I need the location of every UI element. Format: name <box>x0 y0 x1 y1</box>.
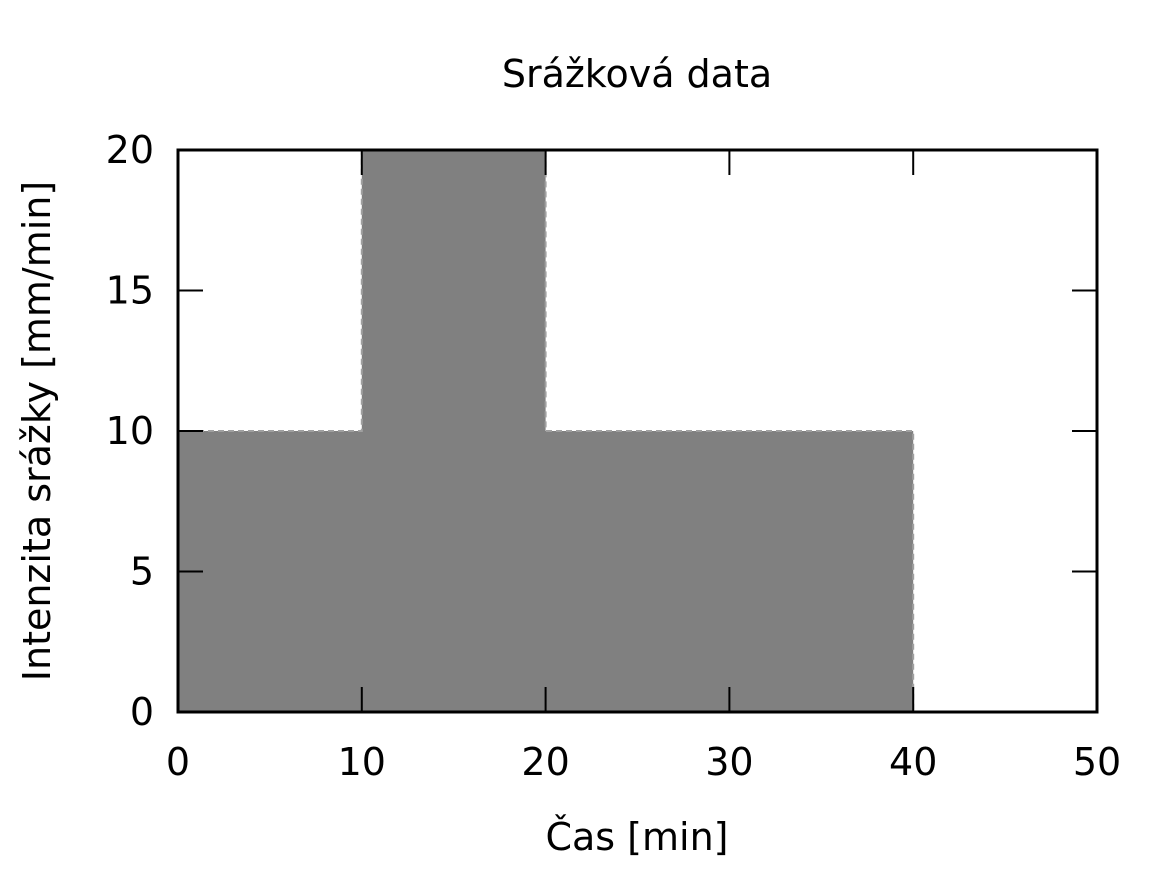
y-axis-label: Intenzita srážky [mm/min] <box>15 181 59 681</box>
x-tick-label: 30 <box>705 740 753 784</box>
y-tick-label: 0 <box>130 690 154 734</box>
x-tick-label: 40 <box>889 740 937 784</box>
y-tick-label: 20 <box>106 128 154 172</box>
x-tick-label: 20 <box>521 740 569 784</box>
x-tick-label: 10 <box>338 740 386 784</box>
y-tick-label: 15 <box>106 269 154 313</box>
y-axis-ticks: 0 5 10 15 20 <box>106 128 1097 734</box>
x-tick-label: 0 <box>166 740 190 784</box>
y-tick-label: 10 <box>106 409 154 453</box>
x-tick-label: 50 <box>1073 740 1121 784</box>
x-axis-label: Čas [min] <box>545 815 728 859</box>
y-tick-label: 5 <box>130 550 154 594</box>
chart-title: Srážková data <box>502 52 772 96</box>
x-axis-ticks: 0 10 20 30 40 50 <box>166 150 1121 784</box>
precipitation-area <box>178 149 915 712</box>
area-edge-0 <box>178 149 915 712</box>
